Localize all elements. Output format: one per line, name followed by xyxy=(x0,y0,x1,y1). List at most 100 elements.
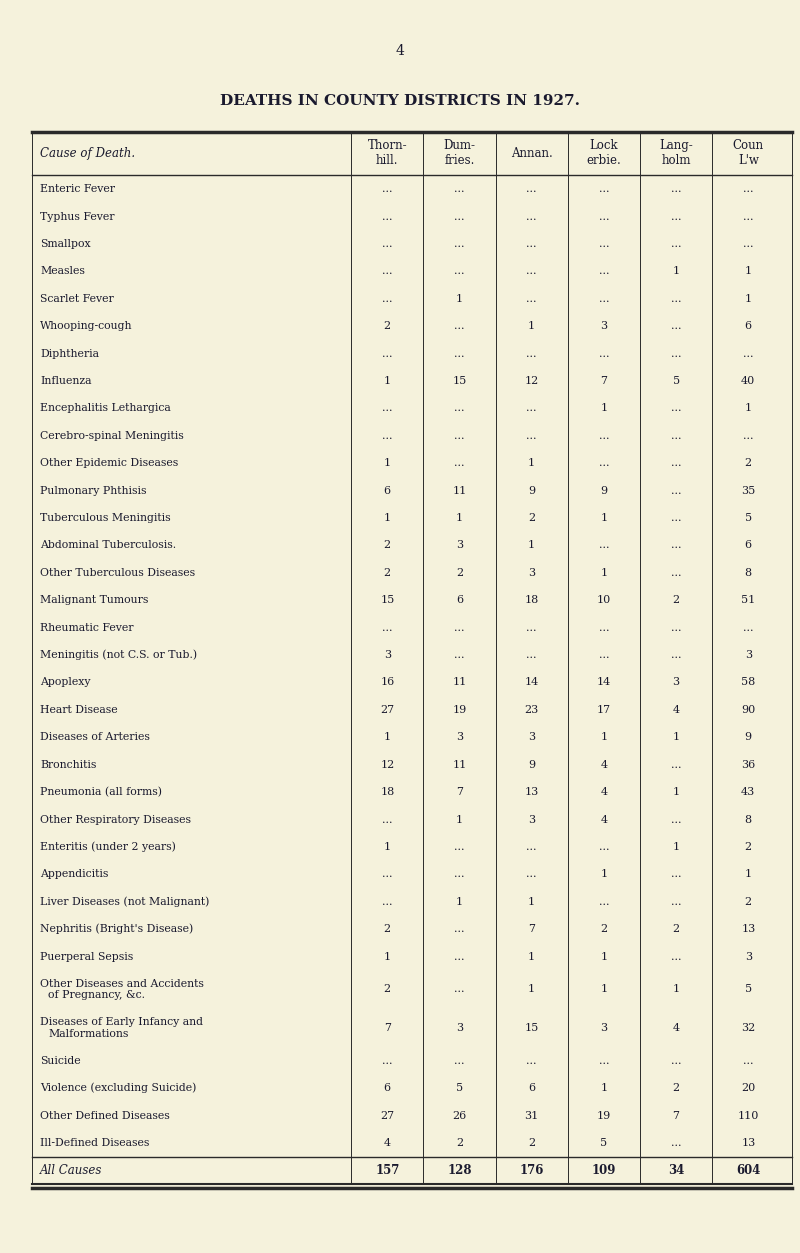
Text: ...: ... xyxy=(454,623,465,633)
Text: Diseases of Arteries: Diseases of Arteries xyxy=(40,732,150,742)
Text: 1: 1 xyxy=(600,403,607,413)
Text: Rheumatic Fever: Rheumatic Fever xyxy=(40,623,134,633)
Text: Influenza: Influenza xyxy=(40,376,91,386)
Text: ...: ... xyxy=(743,239,754,249)
Text: ...: ... xyxy=(598,212,609,222)
Text: 36: 36 xyxy=(741,759,755,769)
Text: 3: 3 xyxy=(600,321,607,331)
Text: Other Tuberculous Diseases: Other Tuberculous Diseases xyxy=(40,568,195,578)
Text: Other Epidemic Diseases: Other Epidemic Diseases xyxy=(40,459,178,469)
Text: ...: ... xyxy=(671,486,682,496)
Text: Whooping-cough: Whooping-cough xyxy=(40,321,133,331)
Text: Coun
L'w: Coun L'w xyxy=(733,139,764,168)
Text: 3: 3 xyxy=(673,678,680,688)
Text: 9: 9 xyxy=(528,759,535,769)
Text: ...: ... xyxy=(454,985,465,995)
Text: Enteric Fever: Enteric Fever xyxy=(40,184,115,194)
Text: 12: 12 xyxy=(380,759,394,769)
Text: ...: ... xyxy=(671,459,682,469)
Text: Annan.: Annan. xyxy=(511,147,553,160)
Text: ...: ... xyxy=(671,348,682,358)
Text: Violence (excluding Suicide): Violence (excluding Suicide) xyxy=(40,1083,196,1094)
Text: ...: ... xyxy=(671,239,682,249)
Text: 18: 18 xyxy=(525,595,539,605)
Text: ...: ... xyxy=(454,459,465,469)
Text: 2: 2 xyxy=(528,512,535,523)
Text: 1: 1 xyxy=(528,951,535,961)
Text: Lang-
holm: Lang- holm xyxy=(659,139,693,168)
Text: ...: ... xyxy=(382,403,393,413)
Text: 1: 1 xyxy=(384,376,391,386)
Text: 176: 176 xyxy=(519,1164,544,1177)
Text: 19: 19 xyxy=(452,705,466,715)
Text: 1: 1 xyxy=(600,1083,607,1093)
Text: ...: ... xyxy=(454,870,465,880)
Text: Tuberculous Meningitis: Tuberculous Meningitis xyxy=(40,512,170,523)
Text: ...: ... xyxy=(671,431,682,441)
Text: Thorn-
hill.: Thorn- hill. xyxy=(367,139,407,168)
Text: 19: 19 xyxy=(597,1110,611,1120)
Text: Heart Disease: Heart Disease xyxy=(40,705,118,715)
Text: ...: ... xyxy=(526,842,537,852)
Text: ...: ... xyxy=(526,403,537,413)
Text: 9: 9 xyxy=(745,732,752,742)
Text: ...: ... xyxy=(671,512,682,523)
Text: 1: 1 xyxy=(600,732,607,742)
Text: ...: ... xyxy=(454,1056,465,1066)
Text: 16: 16 xyxy=(380,678,394,688)
Text: 4: 4 xyxy=(384,1138,391,1148)
Text: 3: 3 xyxy=(528,568,535,578)
Text: Abdominal Tuberculosis.: Abdominal Tuberculosis. xyxy=(40,540,176,550)
Text: ...: ... xyxy=(598,293,609,303)
Text: ...: ... xyxy=(526,239,537,249)
Text: ...: ... xyxy=(598,623,609,633)
Text: 2: 2 xyxy=(673,925,680,935)
Text: ...: ... xyxy=(526,623,537,633)
Text: Lock
erbie.: Lock erbie. xyxy=(586,139,622,168)
Text: 11: 11 xyxy=(452,759,466,769)
Text: Bronchitis: Bronchitis xyxy=(40,759,96,769)
Text: ...: ... xyxy=(598,1056,609,1066)
Text: ...: ... xyxy=(454,842,465,852)
Text: 23: 23 xyxy=(525,705,539,715)
Text: Meningitis (not C.S. or Tub.): Meningitis (not C.S. or Tub.) xyxy=(40,650,197,660)
Text: ...: ... xyxy=(598,897,609,907)
Text: 9: 9 xyxy=(528,486,535,496)
Text: 13: 13 xyxy=(741,925,755,935)
Text: 5: 5 xyxy=(745,512,752,523)
Text: 1: 1 xyxy=(745,267,752,277)
Text: Encephalitis Lethargica: Encephalitis Lethargica xyxy=(40,403,170,413)
Text: 27: 27 xyxy=(380,1110,394,1120)
Text: ...: ... xyxy=(598,459,609,469)
Text: 13: 13 xyxy=(525,787,539,797)
Text: 6: 6 xyxy=(745,540,752,550)
Text: 4: 4 xyxy=(600,787,607,797)
Text: ...: ... xyxy=(382,814,393,824)
Text: 6: 6 xyxy=(384,1083,391,1093)
Text: Apoplexy: Apoplexy xyxy=(40,678,90,688)
Text: 4: 4 xyxy=(600,814,607,824)
Text: ...: ... xyxy=(671,293,682,303)
Text: 128: 128 xyxy=(447,1164,472,1177)
Text: ...: ... xyxy=(598,650,609,660)
Text: 2: 2 xyxy=(456,1138,463,1148)
Text: 5: 5 xyxy=(456,1083,463,1093)
Text: 15: 15 xyxy=(452,376,466,386)
Text: 2: 2 xyxy=(384,985,391,995)
Text: 110: 110 xyxy=(738,1110,759,1120)
Text: Measles: Measles xyxy=(40,267,85,277)
Text: ...: ... xyxy=(382,897,393,907)
Text: ...: ... xyxy=(454,348,465,358)
Text: 31: 31 xyxy=(525,1110,539,1120)
Text: 27: 27 xyxy=(380,705,394,715)
Text: 109: 109 xyxy=(592,1164,616,1177)
Text: 34: 34 xyxy=(668,1164,684,1177)
Text: 43: 43 xyxy=(741,787,755,797)
Text: ...: ... xyxy=(526,293,537,303)
Text: 51: 51 xyxy=(741,595,755,605)
Text: 7: 7 xyxy=(673,1110,679,1120)
Text: Other Diseases and Accidents: Other Diseases and Accidents xyxy=(40,979,204,989)
Text: All Causes: All Causes xyxy=(40,1164,102,1177)
Text: 2: 2 xyxy=(384,568,391,578)
Text: ...: ... xyxy=(382,212,393,222)
